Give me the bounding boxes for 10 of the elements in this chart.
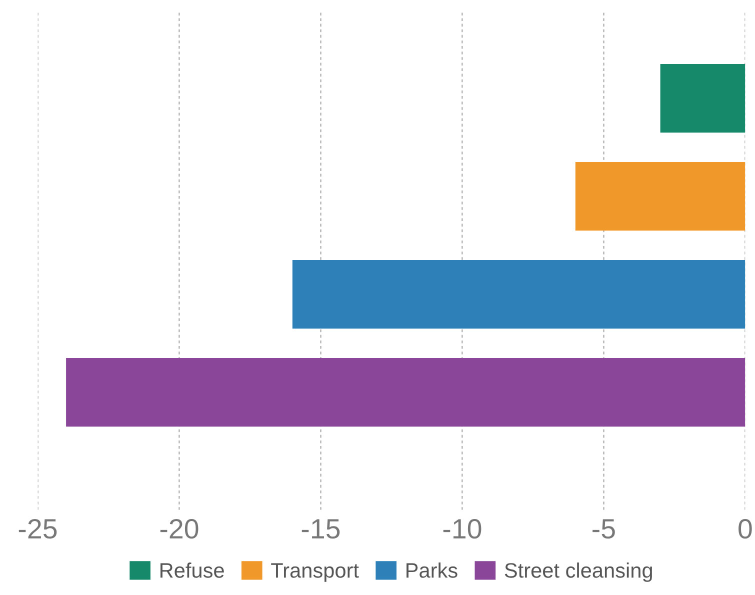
x-tick-label: -25 bbox=[18, 518, 57, 539]
x-tick-label: -10 bbox=[443, 518, 482, 539]
legend-label: Parks bbox=[406, 562, 458, 578]
legend-label: Refuse bbox=[160, 562, 224, 578]
x-tick-label: -20 bbox=[160, 518, 198, 539]
x-tick-label: -15 bbox=[302, 519, 340, 539]
legend-label: Street cleansing bbox=[504, 562, 652, 582]
x-tick-label: 0 bbox=[738, 518, 752, 539]
x-tick-label: -5 bbox=[592, 519, 615, 539]
legend-label: Transport bbox=[271, 563, 359, 582]
